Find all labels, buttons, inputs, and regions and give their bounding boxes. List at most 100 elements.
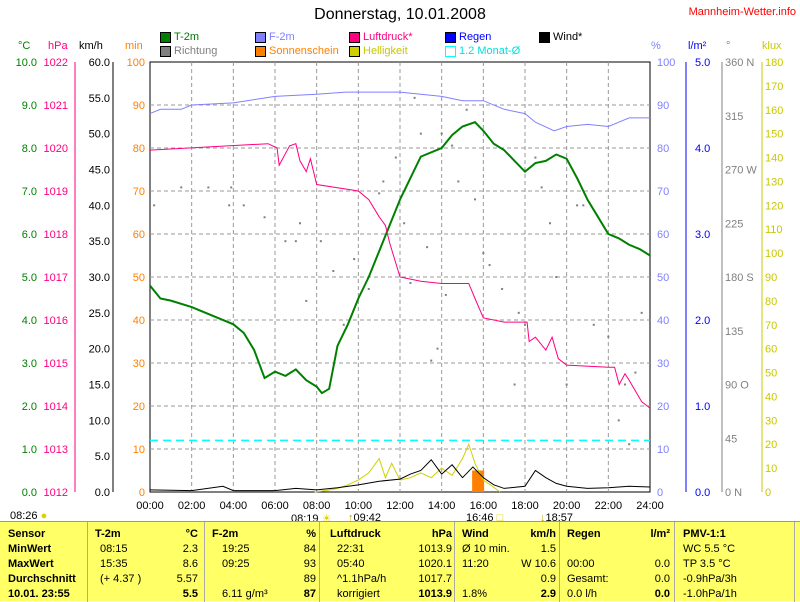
table-cell-w-lbl: 1.8%	[462, 588, 488, 600]
x-tick-label: 02:00	[178, 500, 206, 512]
x-tick-label: 04:00	[220, 500, 248, 512]
axis-tick-min: 80	[133, 143, 145, 155]
axis-tick-kmh: 55.0	[89, 93, 110, 105]
richtung-point	[592, 323, 595, 326]
axis-tick-klux: 120	[765, 200, 783, 212]
richtung-point	[207, 186, 210, 189]
legend-wind[interactable]: Wind*	[539, 31, 582, 43]
richtung-point	[513, 383, 516, 386]
table-cell-pmv: TP 3.5 °C	[683, 558, 731, 570]
axis-tick-rain: 5.0	[695, 57, 710, 69]
table-column	[205, 522, 320, 602]
legend-label: Sonnenschein	[269, 45, 339, 57]
legend-monat[interactable]: 1.2 Monat-Ø	[445, 45, 520, 57]
sun-down-icon: ↓	[540, 512, 546, 524]
richtung-point	[540, 186, 543, 189]
richtung-point	[640, 311, 643, 314]
axis-tick-klux: 30	[765, 415, 777, 427]
axis-tick-klux: 50	[765, 368, 777, 380]
axis-tick-c: 0.0	[22, 487, 37, 499]
table-cell-t-val: 5.57	[176, 573, 198, 585]
legend-label: F-2m	[269, 31, 295, 43]
legend-f2m[interactable]: F-2m	[255, 31, 295, 43]
axis-tick-pct: 20	[657, 401, 669, 413]
richtung-point	[501, 287, 504, 290]
table-cell-pmv: WC 5.5 °C	[683, 543, 736, 555]
table-cell-f-val: 93	[303, 558, 316, 570]
table-header: hPa	[431, 528, 452, 540]
richtung-point	[284, 240, 287, 243]
table-cell-pmv: -1.0hPa/1h	[683, 588, 737, 600]
legend-regen[interactable]: Regen	[445, 31, 491, 43]
richtung-point	[378, 192, 381, 195]
table-cell-t-time: 08:15	[100, 543, 128, 555]
legend-swatch	[255, 45, 266, 57]
table-cell-p-val: 1017.7	[418, 573, 452, 585]
table-cell-w-val: 1.5	[540, 543, 556, 555]
table-cell-pmv: -0.9hPa/3h	[683, 573, 737, 585]
axis-tick-deg: 90 O	[725, 380, 749, 392]
table-cell-t-val: 8.6	[182, 558, 198, 570]
sunset-icon: □	[496, 512, 504, 524]
page-title: Donnerstag, 10.01.2008	[314, 6, 486, 23]
axis-tick-c: 5.0	[22, 272, 37, 284]
axis-tick-kmh: 45.0	[89, 165, 110, 177]
axis-tick-kmh: 40.0	[89, 200, 110, 212]
table-cell-r-val: 0.0	[654, 573, 670, 585]
axis-tick-pct: 10	[657, 444, 669, 456]
axis-tick-deg: 45	[725, 433, 737, 445]
axis-tick-c: 8.0	[22, 143, 37, 155]
axis-tick-deg: 315	[725, 111, 743, 123]
brand-link[interactable]: Mannheim-Wetter.info	[688, 6, 796, 18]
x-tick-label: 08:00	[303, 500, 331, 512]
axis-tick-c: 2.0	[22, 401, 37, 413]
axis-tick-c: 7.0	[22, 186, 37, 198]
table-header: Regen	[567, 528, 601, 540]
legend-sonnenschein[interactable]: Sonnenschein	[255, 45, 339, 57]
axis-tick-min: 50	[133, 272, 145, 284]
axis-tick-kmh: 25.0	[89, 308, 110, 320]
axis-tick-deg: 135	[725, 326, 743, 338]
legend-label: Richtung	[174, 45, 218, 57]
richtung-point	[409, 281, 412, 284]
legend-swatch	[349, 45, 360, 57]
axis-tick-rain: 1.0	[695, 401, 710, 413]
richtung-point	[403, 222, 406, 225]
richtung-point	[440, 132, 443, 135]
axis-tick-pct: 70	[657, 186, 669, 198]
axis-tick-rain: 2.0	[695, 315, 710, 327]
richtung-point	[617, 419, 620, 422]
axis-tick-pct: 40	[657, 315, 669, 327]
table-header: km/h	[530, 528, 556, 540]
richtung-point	[628, 443, 631, 446]
legend-richtung[interactable]: Richtung	[160, 45, 217, 57]
x-tick-label: 00:00	[136, 500, 164, 512]
richtung-point	[517, 311, 520, 314]
axis-tick-pct: 30	[657, 358, 669, 370]
table-cell-p-val: 1013.9	[418, 543, 452, 555]
table-cell-t-val: 2.3	[182, 543, 198, 555]
unit-percent: %	[651, 40, 661, 52]
axis-tick-hpa: 1017	[44, 272, 68, 284]
axis-tick-kmh: 60.0	[89, 57, 110, 69]
legend-helligkeit[interactable]: Helligkeit	[349, 45, 408, 57]
table-header: Sensor	[8, 528, 46, 540]
richtung-point	[299, 222, 301, 225]
axis-tick-kmh: 5.0	[95, 451, 110, 463]
axis-tick-pct: 0	[657, 487, 663, 499]
axis-tick-klux: 0	[765, 487, 771, 499]
axis-tick-klux: 110	[765, 224, 783, 236]
axis-tick-hpa: 1020	[44, 143, 68, 155]
axis-tick-kmh: 10.0	[89, 415, 110, 427]
table-header: Wind	[462, 528, 489, 540]
axis-tick-hpa: 1014	[44, 401, 68, 413]
legend-t2m[interactable]: T-2m	[160, 31, 199, 43]
axis-tick-klux: 150	[765, 129, 783, 141]
richtung-point	[230, 186, 233, 189]
legend-luftdruck[interactable]: Luftdruck*	[349, 31, 413, 43]
table-cell-w-val: 0.9	[540, 573, 556, 585]
richtung-point	[305, 299, 308, 302]
axis-tick-pct: 60	[657, 229, 669, 241]
axis-tick-deg: 225	[725, 218, 743, 230]
richtung-point	[242, 204, 245, 207]
